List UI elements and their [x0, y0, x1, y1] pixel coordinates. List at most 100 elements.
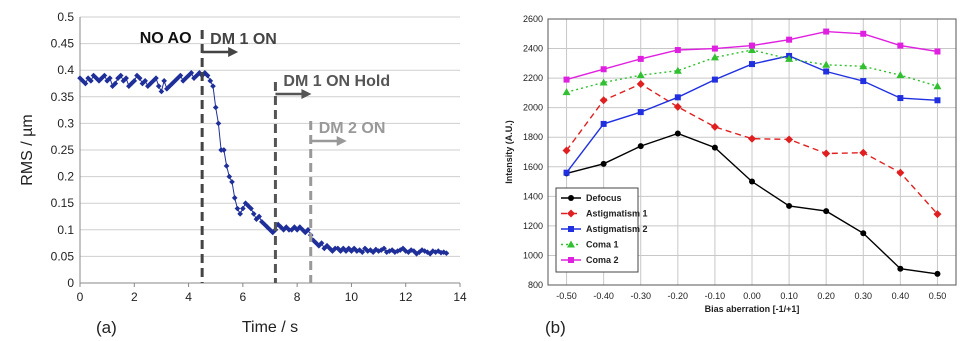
data-point-astigmatism-2 — [600, 120, 607, 127]
data-point-astigmatism-2 — [786, 52, 793, 59]
y-tick-label: 0.4 — [57, 63, 74, 77]
chart-a: 0 0.05 0.1 0.15 0.2 0.25 0.3 0.35 0.4 0.45 0.5 0 2 4 6… — [19, 10, 467, 336]
legend-label-astigmatism-2: Astigmatism 2 — [586, 224, 648, 234]
data-point-defocus — [637, 143, 644, 150]
x-axis-label: Time / s — [242, 319, 298, 336]
data-point — [161, 78, 167, 84]
data-point — [443, 250, 450, 257]
x-tick-label: 0.00 — [743, 291, 761, 301]
legend-marker-astigmatism-2 — [568, 226, 574, 232]
y-tick-label: 0.2 — [57, 170, 74, 184]
panel-label-a: (a) — [96, 318, 117, 337]
annotation-arrowhead — [228, 47, 239, 57]
x-tick-label: 0.20 — [817, 291, 835, 301]
y-tick-label: 0.1 — [57, 223, 74, 237]
data-point-defocus — [786, 202, 793, 209]
data-point-astigmatism-2 — [897, 95, 904, 102]
data-point-coma-2 — [897, 42, 904, 49]
data-point-defocus — [749, 178, 755, 185]
legend-label-coma-2: Coma 2 — [586, 255, 619, 265]
data-point — [223, 163, 230, 169]
y-tick-label: 0.3 — [57, 116, 74, 130]
data-point-coma-1 — [636, 71, 645, 79]
data-point-astigmatism-2 — [823, 68, 830, 75]
data-point — [359, 249, 366, 255]
data-point-defocus — [674, 130, 681, 137]
data-point — [131, 78, 138, 84]
data-point — [207, 78, 214, 84]
data-point-astigmatism-2 — [860, 78, 867, 85]
y-tick-label: 1200 — [523, 221, 543, 231]
data-point-coma-2 — [563, 76, 570, 83]
y-axis-label: RMS / µm — [19, 114, 36, 185]
y-tick-label: 2200 — [523, 73, 543, 83]
data-point — [177, 72, 184, 79]
x-tick-label: -0.40 — [593, 291, 614, 301]
data-point — [82, 80, 89, 87]
data-point-astigmatism-2 — [637, 109, 644, 116]
data-point-coma-1 — [933, 82, 942, 90]
data-point — [318, 240, 325, 246]
x-tick-label: 4 — [185, 290, 192, 304]
data-point-astigmatism-1 — [896, 168, 905, 177]
data-point — [153, 75, 159, 82]
legend-marker-astigmatism-1 — [567, 209, 575, 218]
data-point-coma-2 — [934, 48, 941, 55]
data-point-astigmatism-2 — [711, 76, 718, 83]
data-point-astigmatism-1 — [710, 122, 719, 131]
annotation-arrowhead — [301, 89, 312, 99]
x-tick-label: 10 — [345, 290, 359, 304]
y-tick-label: 0.45 — [51, 37, 75, 51]
data-point — [237, 211, 243, 217]
x-tick-label: 14 — [453, 290, 467, 304]
data-point — [226, 173, 233, 180]
y-tick-label: 0.25 — [51, 143, 75, 157]
y-tick-label: 2600 — [523, 14, 543, 24]
y-tick-label: 1600 — [523, 162, 543, 172]
y-tick-label: 0 — [67, 276, 74, 290]
data-point — [158, 88, 165, 95]
y-tick-label: 1400 — [523, 191, 543, 201]
data-point-astigmatism-1 — [859, 148, 868, 157]
data-point-astigmatism-1 — [599, 96, 608, 105]
x-tick-label: 12 — [399, 290, 413, 304]
data-point — [248, 205, 254, 212]
data-point-defocus — [563, 170, 570, 177]
data-point-defocus — [823, 208, 830, 215]
data-point-defocus — [934, 270, 941, 277]
data-point-defocus — [711, 144, 718, 151]
x-tick-label: 6 — [240, 290, 247, 304]
data-point — [204, 72, 211, 79]
y-tick-label: 1800 — [523, 132, 543, 142]
series-line-astigmatism-1 — [565, 83, 939, 215]
series-line-coma-1 — [566, 49, 938, 93]
data-point — [229, 179, 235, 185]
data-point — [240, 205, 246, 212]
annotation-dm1-on: DM 1 ON — [210, 31, 277, 48]
data-point — [112, 80, 119, 87]
data-point-astigmatism-2 — [674, 94, 681, 101]
legend-label-defocus: Defocus — [586, 193, 622, 203]
x-tick-label: -0.50 — [556, 291, 577, 301]
data-point — [381, 245, 387, 252]
annotation-dm2-on: DM 2 ON — [319, 120, 386, 137]
legend-marker-coma-1 — [567, 240, 575, 248]
data-point-astigmatism-2 — [563, 169, 570, 176]
data-point-astigmatism-2 — [749, 61, 755, 68]
data-point-astigmatism-1 — [933, 210, 942, 219]
data-point-astigmatism-1 — [673, 102, 682, 111]
y-axis-label: Intensity (A.U.) — [504, 120, 514, 184]
data-point — [215, 120, 222, 127]
data-point-coma-2 — [711, 45, 718, 52]
x-tick-label: 0.40 — [892, 291, 910, 301]
series-line-coma-2 — [566, 30, 938, 81]
y-tick-label: 2400 — [523, 44, 543, 54]
data-point — [234, 205, 241, 212]
x-tick-label: -0.10 — [705, 291, 726, 301]
data-point-astigmatism-1 — [748, 134, 756, 143]
data-point — [212, 104, 219, 111]
y-tick-label: 2000 — [523, 103, 543, 113]
x-tick-label: 0.10 — [780, 291, 798, 301]
annotation-dm1-hold: DM 1 ON Hold — [283, 73, 390, 90]
data-point — [210, 83, 216, 89]
